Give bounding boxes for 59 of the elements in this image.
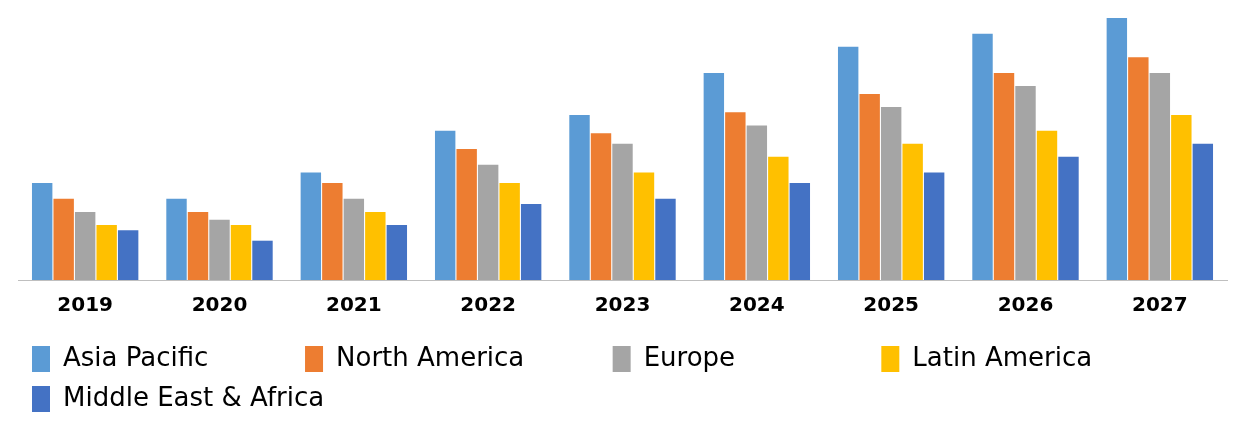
bar — [1149, 73, 1171, 280]
x-tick-label: 2027 — [1132, 292, 1188, 317]
bar — [1128, 57, 1149, 280]
bar — [187, 211, 209, 280]
bar — [166, 198, 187, 280]
x-tick-label: 2023 — [594, 292, 651, 317]
bar — [53, 198, 74, 280]
legend-label: Latin America — [912, 341, 1167, 372]
bar — [434, 130, 456, 280]
bar — [343, 198, 365, 280]
x-tick-label: 2025 — [863, 292, 919, 317]
bar — [31, 183, 53, 280]
bar — [520, 204, 542, 280]
legend-label: North America — [336, 341, 599, 372]
legend-label: Asia Pacific — [63, 341, 292, 372]
bar — [1192, 143, 1214, 280]
x-tick-label: 2020 — [191, 292, 248, 317]
bar — [1058, 156, 1079, 280]
bar — [477, 164, 499, 280]
bar — [1106, 18, 1128, 280]
bar — [902, 143, 923, 280]
bar — [746, 125, 768, 280]
bar — [612, 143, 633, 280]
bar — [386, 224, 408, 280]
bar — [703, 73, 725, 280]
bar — [993, 73, 1015, 280]
bar — [655, 198, 676, 280]
bar — [1015, 86, 1036, 280]
bar — [633, 172, 655, 280]
bar — [230, 224, 252, 280]
x-tick-label: 2026 — [997, 292, 1054, 317]
x-tick-label: 2022 — [460, 292, 516, 317]
bar — [365, 211, 386, 280]
x-tick-label: 2019 — [57, 292, 113, 317]
bar — [972, 33, 993, 280]
bar — [209, 219, 230, 280]
bar — [768, 156, 789, 280]
bar — [252, 240, 273, 280]
bar — [300, 172, 322, 280]
bar — [1036, 130, 1058, 280]
bar — [456, 149, 477, 280]
x-tick-label: 2024 — [729, 292, 785, 317]
bar — [569, 114, 590, 280]
bar — [880, 107, 902, 280]
legend-label: Middle East & Africa — [63, 381, 341, 412]
bar — [859, 93, 880, 280]
bar — [590, 133, 612, 280]
bar — [923, 172, 945, 280]
x-tick-label: 2021 — [326, 292, 382, 317]
legend-label: Europe — [643, 341, 868, 372]
bar — [322, 183, 343, 280]
bar — [789, 183, 811, 280]
bar — [499, 183, 520, 280]
bar — [74, 211, 96, 280]
bar — [117, 230, 139, 280]
bar — [1171, 114, 1192, 280]
bar — [837, 46, 859, 280]
bar — [725, 112, 746, 280]
bar — [96, 224, 117, 280]
